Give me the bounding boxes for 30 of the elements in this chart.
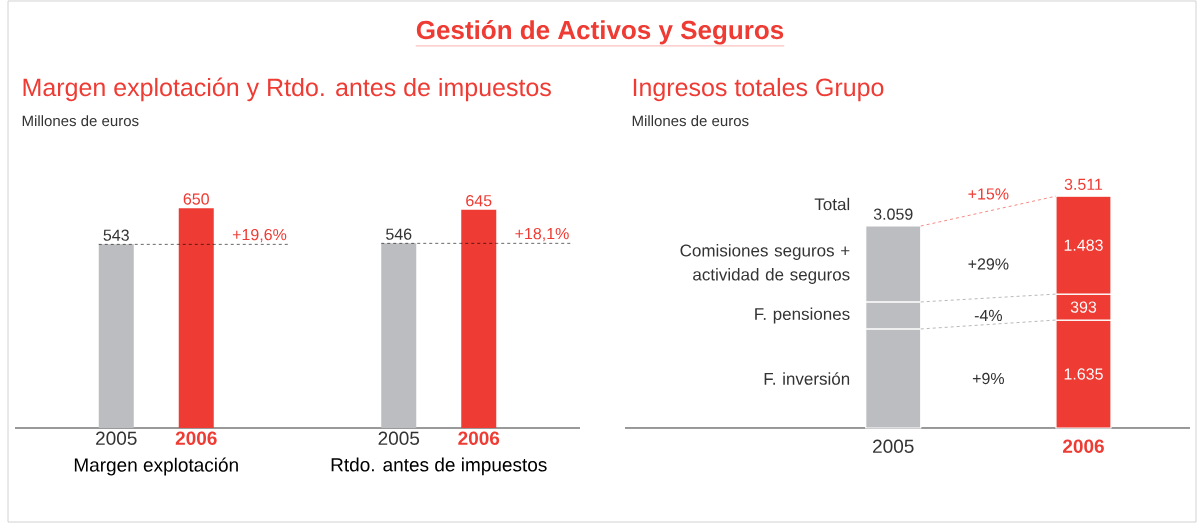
annotation: +18,1% [515, 227, 569, 242]
data-label: 645 [466, 195, 492, 207]
x-tick-label: Rtdo. antes de impuestos [331, 457, 547, 476]
chart-subtitle: Millones de euros [632, 115, 749, 127]
data-label: 1.483 [1064, 239, 1103, 251]
total-label: 3.511 [1064, 178, 1103, 190]
x-tick-label: Margen explotación [74, 457, 238, 476]
data-label: 1.635 [1064, 368, 1103, 380]
data-label: 393 [1070, 301, 1097, 313]
chart-title: Ingresos totales Grupo [633, 77, 884, 102]
annotation: -4% [974, 309, 1003, 322]
series-label: Comisiones seguros + actividad de seguros [680, 244, 850, 284]
annotation: +29% [968, 258, 1009, 270]
bar [381, 243, 417, 428]
series-label: F. pensiones [755, 307, 850, 324]
annotation: Total [814, 197, 850, 211]
data-label: 543 [103, 229, 129, 241]
bar [461, 209, 497, 428]
annotation: +9% [972, 372, 1005, 385]
chart-title: Margen explotación y Rtdo. antes de impuestos [23, 77, 551, 102]
annotation: +19,6% [232, 228, 287, 243]
annotation: +15% [968, 188, 1009, 200]
text: Gestión de Activos y Seguros [416, 19, 784, 45]
data-label: 546 [386, 228, 412, 240]
chart-subtitle: Millones de euros [22, 115, 139, 127]
data-label: 650 [183, 193, 209, 205]
series-label: F. inversión [764, 372, 850, 385]
bar [98, 244, 134, 428]
bar [178, 208, 214, 428]
total-label: 3.059 [873, 208, 913, 220]
